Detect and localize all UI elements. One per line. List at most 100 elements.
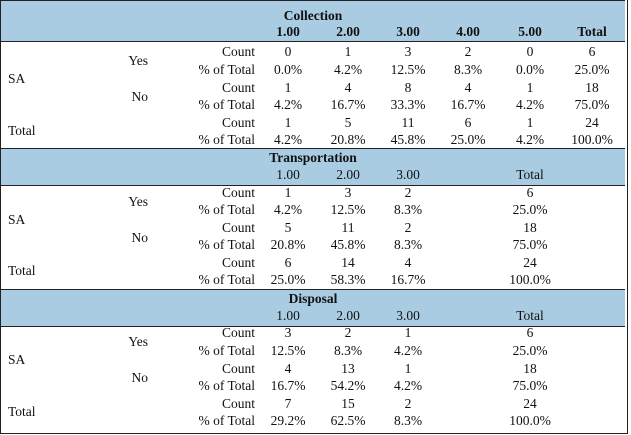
transportation-cell: 14 — [341, 255, 355, 270]
transportation-cell: 11 — [341, 220, 355, 235]
collection-stat-label: Count — [221, 115, 255, 130]
transportation-cell: 8.3% — [393, 202, 423, 217]
transportation-col-header: Total — [516, 167, 544, 182]
transportation-cell: 5 — [284, 220, 292, 235]
disposal-stat-label: Count — [221, 361, 255, 376]
collection-cell: 0 — [284, 44, 292, 59]
disposal-cell: 13 — [341, 361, 355, 376]
transportation-cell: 1 — [284, 185, 292, 200]
disposal-stat-label: % of Total — [198, 343, 255, 358]
disposal-cell: 2 — [404, 396, 412, 411]
disposal-cell: 29.2% — [270, 413, 306, 428]
disposal-stat-label: Count — [221, 325, 255, 340]
collection-cell: 24 — [585, 115, 599, 130]
disposal-yes-label: Yes — [128, 334, 148, 349]
disposal-title: Disposal — [288, 291, 338, 306]
disposal-cell: 6 — [526, 325, 534, 340]
disposal-no-label: No — [131, 370, 149, 385]
collection-cell: 1 — [284, 115, 292, 130]
collection-cell: 8 — [404, 80, 412, 95]
collection-stat-label: Count — [221, 44, 255, 59]
collection-cell: 20.8% — [330, 132, 366, 147]
collection-cell: 12.5% — [390, 62, 426, 77]
disposal-cell: 7 — [284, 396, 292, 411]
transportation-stat-label: Count — [221, 220, 255, 235]
disposal-cell: 62.5% — [330, 413, 366, 428]
transportation-cell: 2 — [404, 220, 412, 235]
collection-cell: 5 — [344, 115, 352, 130]
transportation-cell: 100.0% — [509, 272, 551, 287]
transportation-cell: 20.8% — [270, 237, 306, 252]
transportation-cell: 16.7% — [390, 272, 426, 287]
disposal-cell: 18 — [523, 361, 537, 376]
transportation-stat-label: % of Total — [198, 272, 255, 287]
collection-cell: 1 — [526, 115, 534, 130]
disposal-cell: 4.2% — [393, 378, 423, 393]
disposal-cell: 54.2% — [330, 378, 366, 393]
disposal-cell: 25.0% — [512, 343, 548, 358]
collection-cell: 100.0% — [571, 132, 613, 147]
disposal-cell: 24 — [523, 396, 537, 411]
disposal-cell: 3 — [284, 325, 292, 340]
disposal-cell: 100.0% — [509, 413, 551, 428]
collection-total-row-label: Total — [8, 123, 36, 138]
disposal-stat-label: % of Total — [198, 378, 255, 393]
collection-cell: 4.2% — [273, 97, 303, 112]
disposal-cell: 8.3% — [333, 343, 363, 358]
collection-cell: 6 — [464, 115, 472, 130]
transportation-cell: 4.2% — [273, 202, 303, 217]
transportation-cell: 12.5% — [330, 202, 366, 217]
transportation-cell: 6 — [284, 255, 292, 270]
disposal-stat-label: Count — [221, 396, 255, 411]
collection-cell: 18 — [585, 80, 599, 95]
disposal-sa-label: SA — [8, 352, 26, 367]
transportation-stat-label: Count — [221, 255, 255, 270]
disposal-cell: 15 — [341, 396, 355, 411]
transportation-cell: 4 — [404, 255, 412, 270]
transportation-yes-label: Yes — [128, 194, 148, 209]
collection-yes-label: Yes — [128, 53, 148, 68]
disposal-col-header: 3.00 — [396, 308, 420, 323]
disposal-cell: 12.5% — [270, 343, 306, 358]
transportation-col-header: 1.00 — [276, 167, 300, 182]
collection-cell: 25.0% — [574, 62, 610, 77]
transportation-cell: 18 — [523, 220, 537, 235]
collection-stat-label: % of Total — [198, 62, 255, 77]
collection-col-header: 5.00 — [518, 24, 542, 39]
collection-stat-label: Count — [221, 80, 255, 95]
disposal-col-header: Total — [516, 308, 544, 323]
transportation-title: Transportation — [269, 150, 357, 165]
collection-header-band — [1, 0, 625, 42]
collection-cell: 0.0% — [515, 62, 545, 77]
disposal-cell: 8.3% — [393, 413, 423, 428]
transportation-col-header: 3.00 — [396, 167, 420, 182]
collection-cell: 16.7% — [330, 97, 366, 112]
collection-cell: 6 — [588, 44, 596, 59]
transportation-cell: 75.0% — [512, 237, 548, 252]
disposal-cell: 4 — [284, 361, 292, 376]
transportation-header-band — [1, 148, 625, 186]
collection-cell: 8.3% — [453, 62, 483, 77]
transportation-cell: 58.3% — [330, 272, 366, 287]
transportation-cell: 25.0% — [512, 202, 548, 217]
collection-cell: 0.0% — [273, 62, 303, 77]
collection-cell: 4 — [464, 80, 472, 95]
disposal-cell: 2 — [344, 325, 352, 340]
collection-col-header: 2.00 — [336, 24, 360, 39]
collection-cell: 16.7% — [450, 97, 486, 112]
transportation-cell: 6 — [526, 185, 534, 200]
collection-cell: 1 — [344, 44, 352, 59]
transportation-cell: 2 — [404, 185, 412, 200]
disposal-cell: 1 — [404, 361, 412, 376]
collection-cell: 1 — [284, 80, 292, 95]
collection-stat-label: % of Total — [198, 132, 255, 147]
transportation-col-header: 2.00 — [336, 167, 360, 182]
collection-cell: 4 — [344, 80, 352, 95]
disposal-total-row-label: Total — [8, 404, 36, 419]
collection-stat-label: % of Total — [198, 97, 255, 112]
collection-sa-label: SA — [8, 71, 26, 86]
transportation-cell: 24 — [523, 255, 537, 270]
collection-cell: 25.0% — [450, 132, 486, 147]
transportation-cell: 8.3% — [393, 237, 423, 252]
transportation-stat-label: % of Total — [198, 237, 255, 252]
